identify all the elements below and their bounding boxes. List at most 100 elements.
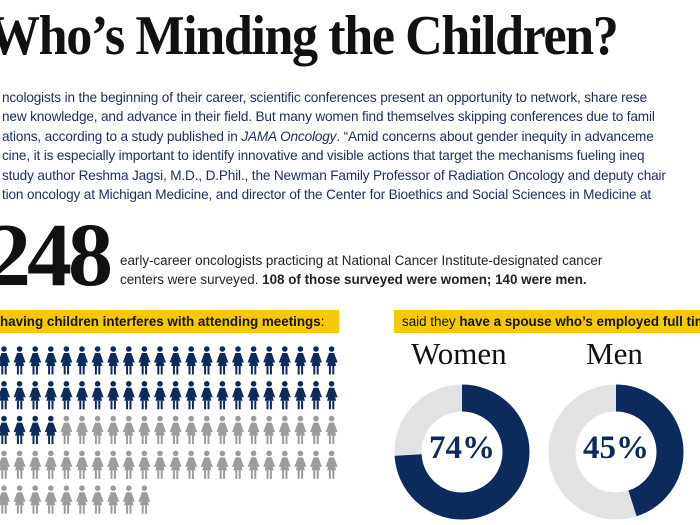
woman-icon — [91, 346, 104, 375]
woman-icon — [278, 450, 291, 479]
woman-icon — [13, 450, 26, 479]
woman-icon — [60, 346, 73, 375]
woman-icon — [122, 381, 135, 410]
woman-icon — [232, 381, 244, 410]
woman-icon — [263, 346, 276, 375]
woman-icon — [0, 381, 10, 410]
woman-icon — [200, 415, 213, 445]
woman-icon — [185, 450, 198, 479]
woman-icon — [29, 450, 42, 479]
woman-icon — [185, 415, 198, 445]
woman-icon — [216, 346, 229, 375]
woman-icon — [169, 346, 182, 375]
donut-label-men: Men — [586, 336, 643, 371]
woman-icon — [29, 415, 42, 445]
pictogram-women — [0, 346, 338, 514]
intro-line: ncologists in the beginning of their car… — [2, 90, 647, 105]
intro-line: new knowledge, and advance in their fiel… — [2, 109, 655, 124]
woman-icon — [138, 485, 151, 514]
woman-icon — [13, 485, 26, 514]
intro-line: cine, it is especially important to iden… — [2, 148, 645, 163]
woman-icon — [263, 450, 276, 479]
woman-icon — [122, 450, 135, 479]
woman-icon — [76, 450, 88, 479]
woman-icon — [232, 450, 244, 479]
woman-icon — [107, 485, 120, 514]
woman-icon — [247, 450, 260, 479]
woman-icon — [185, 381, 198, 410]
woman-icon — [232, 415, 244, 445]
woman-icon — [60, 381, 73, 410]
intro-line: ations, according to a study published i… — [2, 129, 654, 144]
survey-gender-split: 108 of those surveyed were women; 140 we… — [262, 272, 587, 287]
woman-icon — [216, 415, 229, 445]
woman-icon — [310, 450, 322, 479]
donut-value-men: 45% — [583, 430, 649, 466]
donut-value-arc — [548, 384, 684, 520]
donut-men — [548, 384, 684, 520]
woman-icon — [13, 381, 26, 410]
woman-icon — [44, 415, 57, 445]
woman-icon — [91, 381, 104, 410]
intro-text: . “Amid concerns about gender inequity i… — [336, 129, 654, 144]
banner-bold-text: have a spouse who’s employed full tim — [459, 314, 700, 329]
intro-text: cine, it is especially important to iden… — [2, 148, 645, 163]
woman-icon — [44, 450, 57, 479]
woman-icon — [44, 485, 57, 514]
woman-icon — [13, 346, 26, 375]
woman-icon — [60, 415, 73, 445]
woman-icon — [263, 415, 276, 445]
woman-icon — [294, 415, 307, 445]
intro-text: tion oncology at Michigan Medicine, and … — [2, 187, 652, 202]
woman-icon — [138, 381, 151, 410]
woman-icon — [76, 485, 88, 514]
woman-icon — [0, 450, 10, 479]
woman-icon — [247, 415, 260, 445]
woman-icon — [325, 381, 338, 410]
intro-text: ncologists in the beginning of their car… — [2, 90, 647, 105]
woman-icon — [169, 450, 182, 479]
woman-icon — [107, 346, 120, 375]
woman-icon — [44, 381, 57, 410]
woman-icon — [325, 346, 338, 375]
intro-text: study author Reshma Jagsi, M.D., D.Phil.… — [2, 168, 666, 183]
woman-icon — [247, 381, 260, 410]
woman-icon — [0, 415, 10, 445]
woman-icon — [169, 381, 182, 410]
woman-icon — [247, 346, 260, 375]
woman-icon — [138, 346, 151, 375]
woman-icon — [122, 485, 135, 514]
intro-text: ations, according to a study published i… — [2, 129, 242, 144]
woman-icon — [278, 415, 291, 445]
woman-icon — [278, 381, 291, 410]
woman-icon — [216, 381, 229, 410]
donut-value-women: 74% — [429, 430, 495, 466]
intro-line: study author Reshma Jagsi, M.D., D.Phil.… — [2, 168, 666, 183]
woman-icon — [76, 346, 88, 375]
woman-icon — [122, 346, 135, 375]
woman-icon — [310, 415, 322, 445]
woman-icon — [0, 346, 10, 375]
woman-icon — [91, 450, 104, 479]
woman-icon — [294, 346, 307, 375]
woman-icon — [294, 381, 307, 410]
donut-value-arc — [394, 384, 530, 520]
survey-text-line1: early-career oncologists practicing at N… — [120, 253, 603, 268]
woman-icon — [13, 415, 26, 445]
intro-line: tion oncology at Michigan Medicine, and … — [2, 187, 651, 202]
woman-icon — [169, 415, 182, 445]
children-banner: having children interferes with attendin… — [0, 310, 339, 333]
woman-icon — [216, 450, 229, 479]
woman-icon — [29, 381, 42, 410]
woman-icon — [294, 450, 307, 479]
survey-text: centers were surveyed. — [120, 272, 263, 287]
woman-icon — [91, 415, 104, 445]
woman-icon — [29, 485, 42, 514]
woman-icon — [185, 346, 198, 375]
woman-icon — [60, 450, 73, 479]
woman-icon — [122, 415, 135, 445]
woman-icon — [0, 485, 10, 514]
woman-icon — [310, 346, 322, 375]
woman-icon — [325, 415, 338, 445]
woman-icon — [60, 485, 73, 514]
